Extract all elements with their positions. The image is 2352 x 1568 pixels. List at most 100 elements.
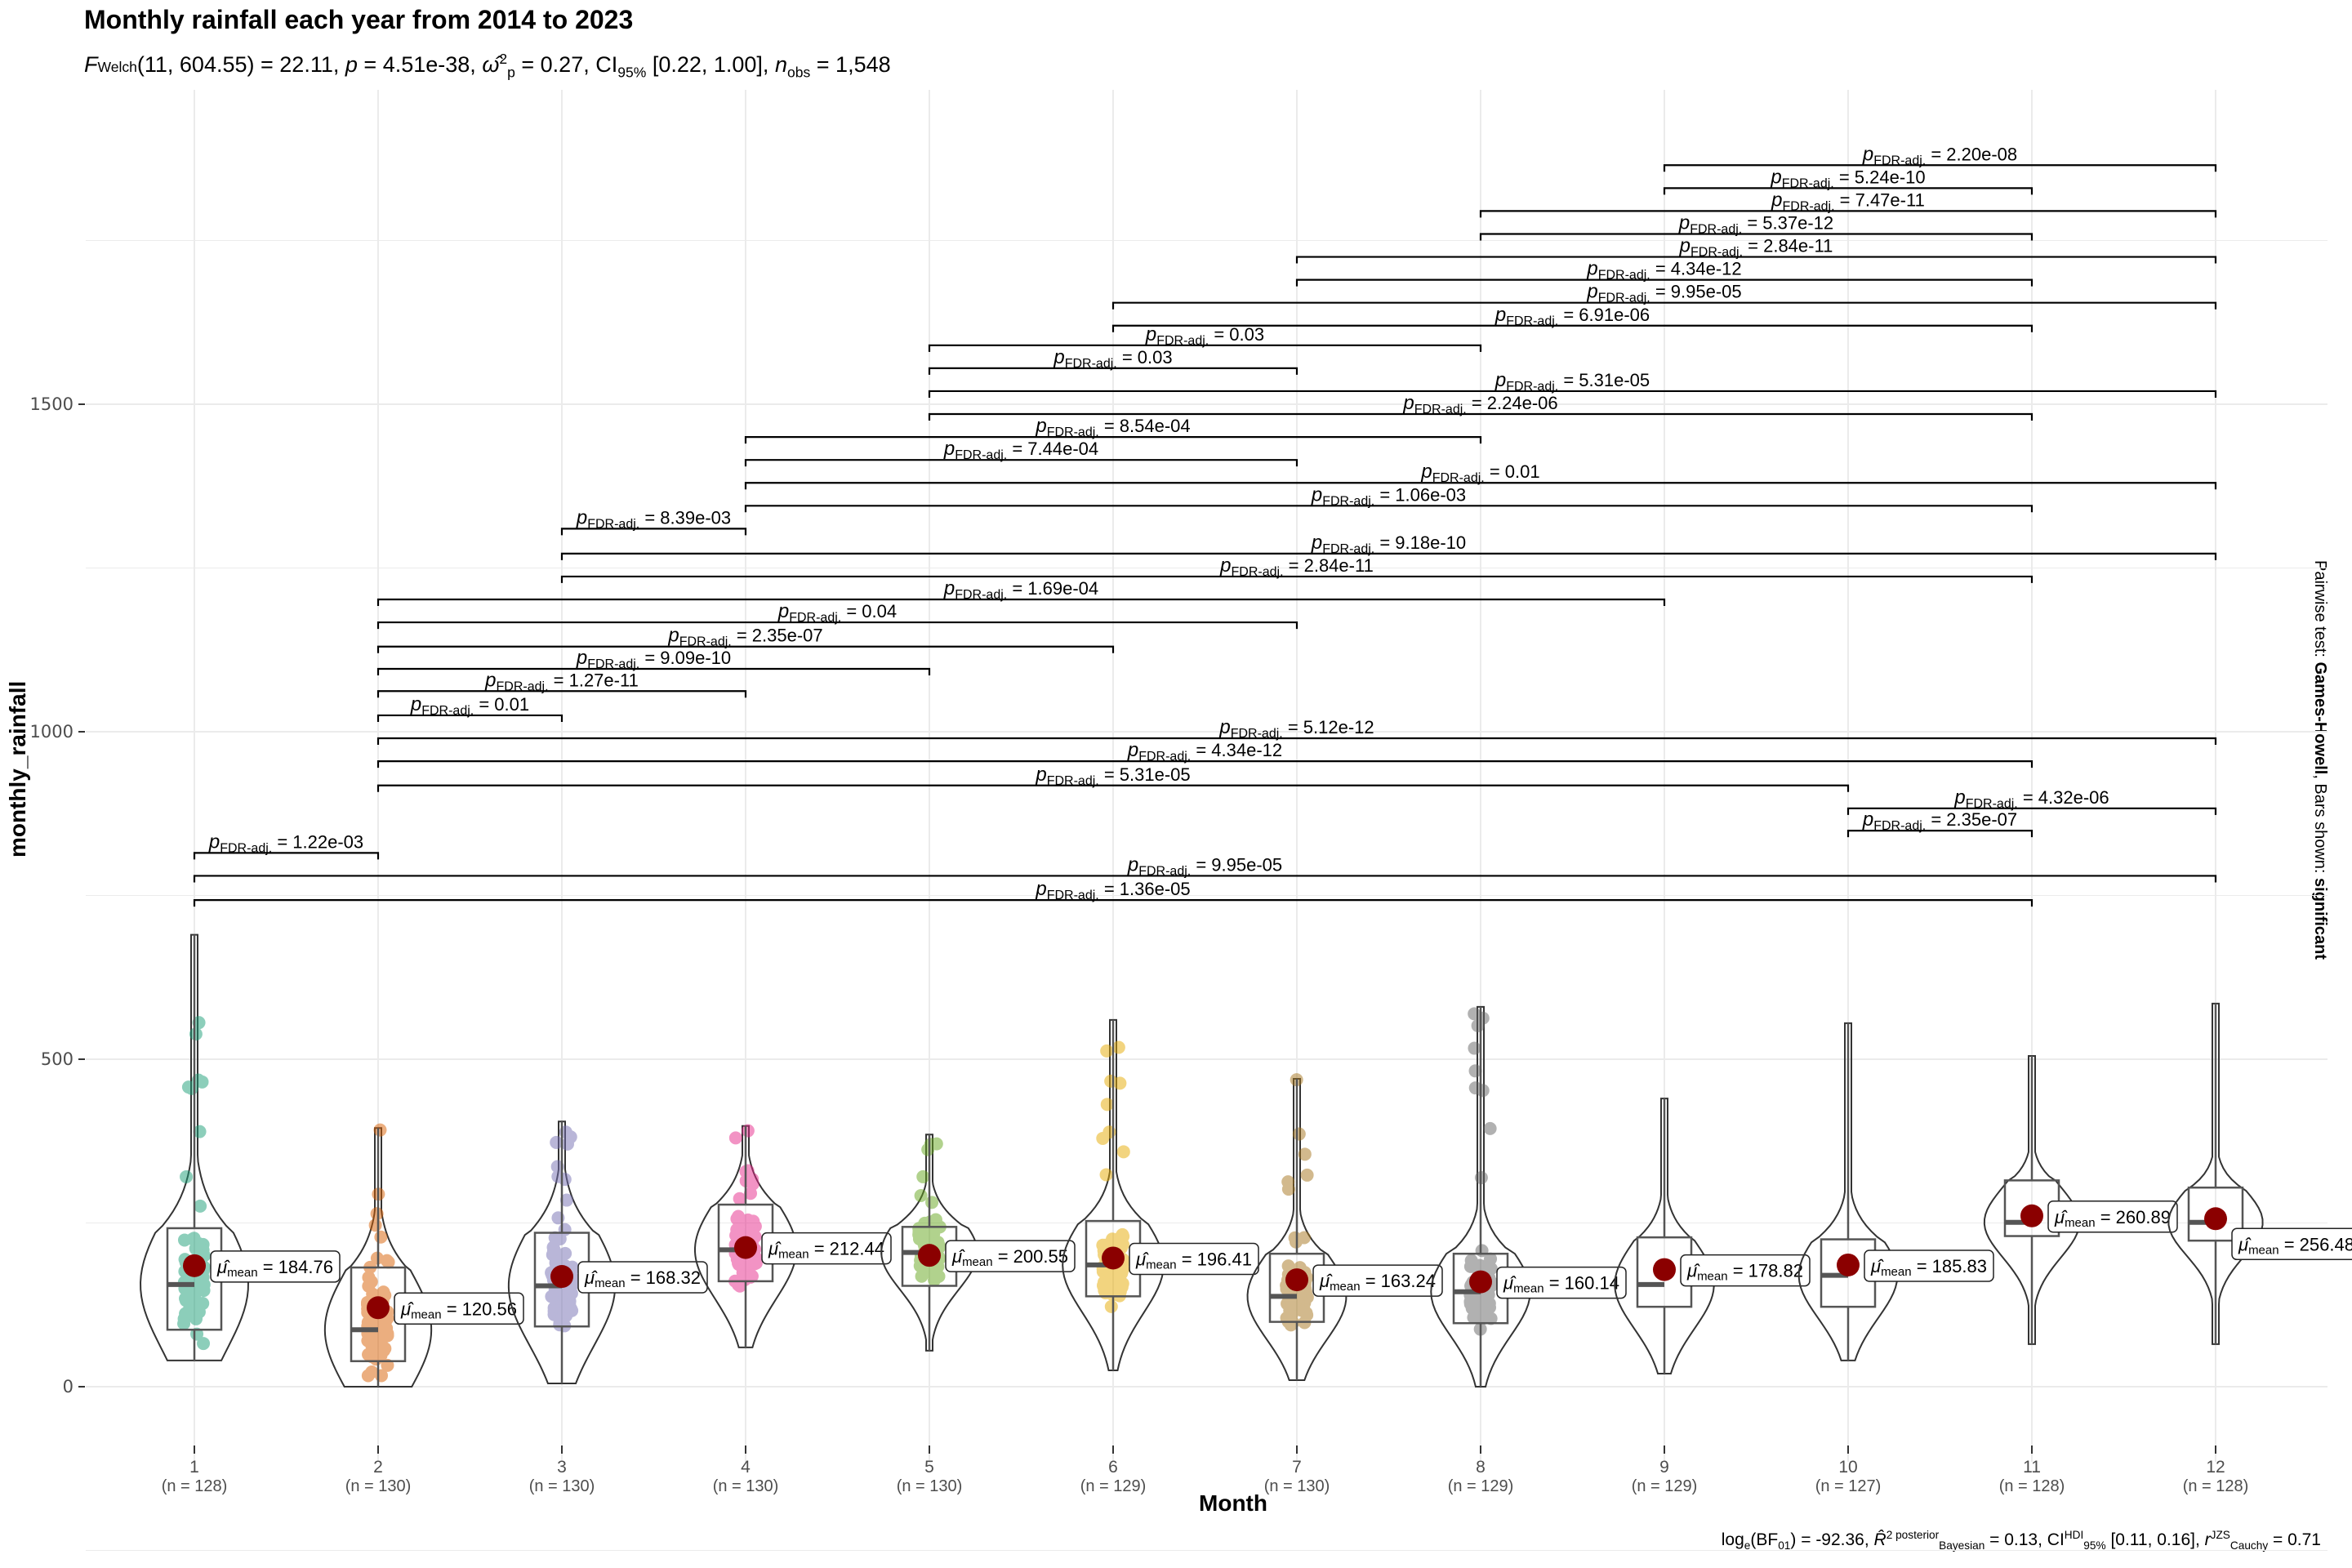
subtitle-ci: [0.22, 1.00], bbox=[652, 52, 769, 77]
mean-point bbox=[1653, 1258, 1676, 1281]
bracket-line bbox=[1846, 830, 2034, 838]
subtitle-stat: F bbox=[84, 52, 98, 77]
comparison-bracket: pFDR-adj. = 1.36e-05 bbox=[193, 878, 2034, 907]
mean-label-text: μ̂mean = 196.41 bbox=[1135, 1249, 1252, 1272]
data-point bbox=[917, 1233, 931, 1247]
data-point bbox=[191, 1281, 205, 1294]
bracket-p-label: pFDR-adj. = 9.95e-05 bbox=[1127, 853, 1282, 878]
mean-label-box bbox=[394, 1292, 524, 1325]
bracket-p-label: pFDR-adj. = 4.34e-12 bbox=[1127, 739, 1282, 764]
bracket-p-label: pFDR-adj. = 5.31e-05 bbox=[1035, 764, 1190, 788]
mean-label: μ̂mean = 212.44 bbox=[761, 1232, 892, 1265]
mean-label-box bbox=[1129, 1242, 1259, 1276]
comparison-bracket: pFDR-adj. = 1.22e-03 bbox=[193, 831, 380, 860]
x-n-label: (n = 127) bbox=[1815, 1477, 1882, 1495]
mean-point bbox=[918, 1244, 941, 1267]
subtitle-df: (11, 604.55) bbox=[136, 52, 255, 77]
data-point bbox=[1468, 1041, 1481, 1055]
x-n-label: (n = 130) bbox=[713, 1477, 779, 1495]
subtitle-effect: ω̂ bbox=[482, 52, 500, 77]
mean-label: μ̂mean = 256.48 bbox=[2231, 1227, 2352, 1261]
bracket-p-label: pFDR-adj. = 4.32e-06 bbox=[1953, 786, 2109, 811]
bracket-line bbox=[1663, 164, 2217, 172]
bracket-line bbox=[928, 344, 1482, 352]
data-point bbox=[545, 1290, 559, 1303]
mean-point bbox=[2020, 1204, 2043, 1227]
subtitle-effect-value: = 0.27, CI bbox=[521, 52, 618, 77]
caption-ci-sub: 95% bbox=[2083, 1539, 2106, 1552]
bracket-line bbox=[744, 482, 2217, 490]
month-group-5: μ̂mean = 200.55 bbox=[880, 1134, 1076, 1352]
mean-label: μ̂mean = 260.89 bbox=[2047, 1200, 2178, 1233]
data-point bbox=[550, 1254, 564, 1268]
subtitle-effect-sup: 2 bbox=[499, 51, 508, 67]
mean-point bbox=[2204, 1207, 2227, 1231]
data-point bbox=[1104, 1074, 1118, 1088]
bracket-line bbox=[560, 575, 2034, 583]
caption-rc-sub: Cauchy bbox=[2230, 1539, 2269, 1552]
bracket-p-label: pFDR-adj. = 1.22e-03 bbox=[208, 831, 363, 855]
data-point bbox=[550, 1135, 564, 1149]
data-point bbox=[559, 1193, 573, 1207]
mean-label-text: μ̂mean = 163.24 bbox=[1319, 1271, 1436, 1294]
caption-ci-sup: HDI bbox=[2064, 1529, 2084, 1541]
x-n-label: (n = 130) bbox=[529, 1477, 595, 1495]
violin bbox=[1430, 1005, 1531, 1388]
month-group-1: μ̂mean = 184.76 bbox=[140, 933, 341, 1361]
data-point bbox=[558, 1173, 572, 1187]
comparison-bracket: pFDR-adj. = 0.04 bbox=[376, 600, 1298, 630]
x-n-label: (n = 130) bbox=[1264, 1477, 1330, 1495]
bracket-p-label: pFDR-adj. = 8.54e-04 bbox=[1035, 415, 1190, 439]
bracket-line bbox=[1295, 278, 2034, 287]
data-point bbox=[1285, 1298, 1299, 1312]
subtitle-effect-sub: p bbox=[507, 64, 515, 81]
mean-label-text: μ̂mean = 260.89 bbox=[2054, 1207, 2171, 1230]
mean-label: μ̂mean = 178.82 bbox=[1680, 1254, 1811, 1287]
subtitle-ci-sub: 95% bbox=[617, 64, 647, 81]
mean-label-text: μ̂mean = 168.32 bbox=[584, 1267, 701, 1290]
data-point bbox=[1484, 1262, 1498, 1276]
data-point bbox=[732, 1209, 746, 1223]
data-point bbox=[1483, 1121, 1497, 1135]
bracket-line bbox=[376, 645, 1115, 653]
subtitle-stat-sub: Welch bbox=[97, 59, 137, 75]
comparison-bracket: pFDR-adj. = 2.20e-08 bbox=[1663, 143, 2217, 172]
bracket-line bbox=[376, 737, 2217, 746]
x-tick-label: 6 bbox=[1108, 1458, 1118, 1477]
mean-point bbox=[1102, 1246, 1125, 1270]
subtitle-p-value: = 4.51e-38, bbox=[363, 52, 476, 77]
data-point bbox=[374, 1230, 388, 1244]
data-point bbox=[1300, 1308, 1314, 1322]
bracket-p-label: pFDR-adj. = 0.03 bbox=[1145, 323, 1264, 348]
bracket-line bbox=[1111, 324, 2034, 332]
month-group-8: μ̂mean = 160.14 bbox=[1430, 1005, 1627, 1388]
data-point bbox=[192, 1016, 206, 1030]
comparison-bracket: pFDR-adj. = 9.95e-05 bbox=[1111, 281, 2217, 310]
mean-label-text: μ̂mean = 178.82 bbox=[1686, 1261, 1803, 1284]
caption-r2-value: = 0.13, CI bbox=[1989, 1530, 2065, 1549]
violin bbox=[1983, 1054, 2081, 1345]
bracket-p-label: pFDR-adj. = 0.01 bbox=[1420, 461, 1539, 485]
bracket-line bbox=[744, 505, 2034, 513]
mean-point bbox=[550, 1265, 573, 1289]
mean-label-text: μ̂mean = 212.44 bbox=[768, 1239, 884, 1262]
x-n-label: (n = 129) bbox=[1080, 1477, 1147, 1495]
mean-label: μ̂mean = 120.56 bbox=[394, 1292, 524, 1325]
bracket-line bbox=[376, 621, 1298, 630]
mean-label: μ̂mean = 163.24 bbox=[1312, 1264, 1443, 1297]
violin bbox=[507, 1120, 617, 1384]
data-point bbox=[1100, 1098, 1114, 1111]
chart-subtitle: FWelch(11, 604.55) = 22.11, p = 4.51e-38… bbox=[84, 51, 891, 81]
data-point bbox=[1104, 1299, 1118, 1313]
data-point bbox=[558, 1223, 572, 1236]
month-group-9: μ̂mean = 178.82 bbox=[1614, 1098, 1811, 1374]
bracket-line bbox=[1663, 187, 2034, 195]
x-n-label: (n = 129) bbox=[1632, 1477, 1698, 1495]
data-point bbox=[1300, 1168, 1314, 1182]
bracket-p-label: pFDR-adj. = 1.27e-11 bbox=[484, 669, 639, 693]
month-group-10: μ̂mean = 185.83 bbox=[1797, 1022, 1994, 1361]
data-point bbox=[1466, 1302, 1480, 1316]
bracket-line bbox=[376, 760, 2034, 768]
data-point bbox=[1468, 1258, 1482, 1272]
